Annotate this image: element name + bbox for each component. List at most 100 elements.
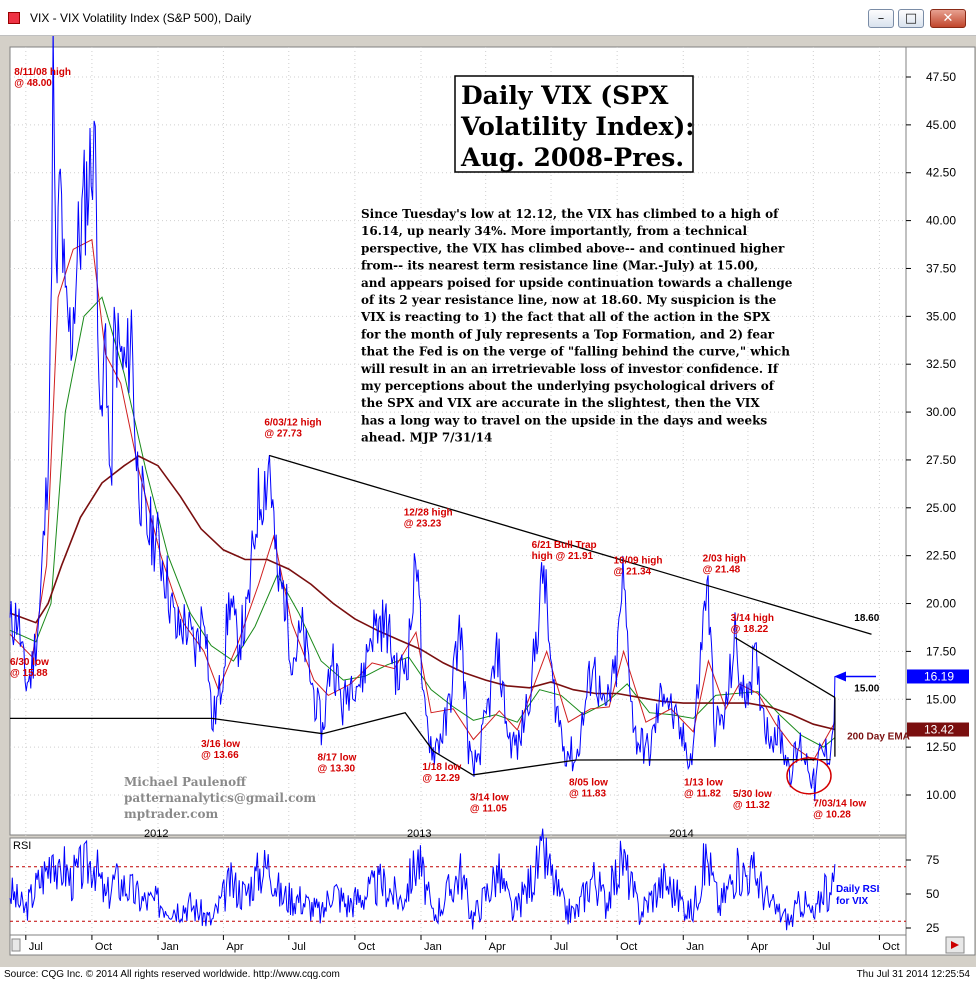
- price-arrow-head: [834, 671, 846, 682]
- price-flag: [907, 669, 969, 684]
- annotation-label: @ 13.30: [318, 764, 356, 775]
- annotation-label: @ 11.83: [569, 788, 606, 799]
- ma-slow-line: [9, 296, 836, 748]
- annotation-label: 1/13 low: [684, 777, 723, 788]
- minimize-button[interactable]: –: [868, 9, 894, 28]
- annotation-label: 6/30 low: [10, 657, 49, 668]
- annotation-label: @ 11.32: [733, 800, 770, 811]
- annotation-label: @ 11.82: [684, 788, 721, 799]
- x-tick-label: Apr: [489, 941, 506, 953]
- annotation-label: @ 18.22: [731, 624, 769, 635]
- author-line: patternanalytics@gmail.com: [124, 791, 316, 805]
- annotation-label: 3/16 low: [201, 739, 240, 750]
- annotation-label: @ 21.34: [614, 566, 652, 577]
- annotation-label: @ 12.29: [422, 773, 460, 784]
- commentary-line: perspective, the VIX has climbed above--…: [361, 241, 785, 255]
- source-credit: Source: CQG Inc. © 2014 All rights reser…: [4, 969, 340, 980]
- annotation-label: 3/14 high: [731, 613, 774, 624]
- annotation-label: 6/03/12 high: [264, 417, 321, 428]
- annotation-label: @ 10.28: [813, 809, 851, 820]
- y-tick-label: 32.50: [926, 357, 956, 371]
- y-tick-label: 22.50: [926, 549, 956, 563]
- x-axis-panel: [9, 934, 907, 956]
- rsi-y-tick-label: 50: [926, 887, 940, 901]
- rsi-title: RSI: [13, 840, 31, 852]
- y-tick-label: 10.00: [926, 788, 956, 802]
- annotation-label: @ 21.48: [703, 564, 741, 575]
- x-tick-label: Jul: [554, 941, 568, 953]
- rsi-legend: for VIX: [836, 896, 869, 907]
- ma-fast-line: [9, 238, 836, 762]
- commentary-line: for the month of July represents a Top F…: [361, 327, 775, 341]
- annotation-label: @ 11.05: [470, 804, 507, 815]
- chart-title-line: Aug. 2008-Pres.: [460, 143, 684, 172]
- maximize-button[interactable]: □: [898, 9, 924, 28]
- price-flag: [907, 722, 969, 737]
- trendline: [269, 454, 872, 635]
- annotation-label: 8/05 low: [569, 777, 608, 788]
- annotation-label: @ 27.73: [264, 428, 302, 439]
- commentary-line: the SPX and VIX are accurate in the slig…: [361, 396, 760, 410]
- year-label: 2012: [144, 828, 168, 840]
- x-tick-label: Oct: [95, 941, 112, 953]
- y-tick-label: 47.50: [926, 70, 956, 84]
- author-line: mptrader.com: [124, 807, 218, 821]
- annotation-label: 3/14 low: [470, 793, 509, 804]
- y-tick-label: 27.50: [926, 453, 956, 467]
- commentary-line: and appears poised for upside continuati…: [361, 276, 793, 290]
- annotation-label: @ 15.88: [10, 668, 48, 679]
- y-tick-label: 17.50: [926, 644, 956, 658]
- y-tick-label: 15.00: [926, 692, 956, 706]
- trendline: [734, 637, 836, 698]
- commentary-line: ahead. MJP 7/31/14: [361, 431, 492, 445]
- annotation-label: 6/21 Bull Trap: [532, 540, 597, 551]
- rsi-y-tick-label: 25: [926, 921, 940, 935]
- scroll-right-icon: [951, 941, 959, 949]
- scroll-handle[interactable]: [11, 938, 21, 952]
- x-tick-label: Jul: [292, 941, 306, 953]
- x-tick-label: Jul: [29, 941, 43, 953]
- author-line: Michael Paulenoff: [124, 775, 247, 789]
- close-button[interactable]: ✕: [930, 9, 966, 28]
- level-label: 15.00: [854, 684, 879, 695]
- annotation-label: @ 23.23: [404, 518, 442, 529]
- y-tick-label: 40.00: [926, 214, 956, 228]
- title-bar: VIX - VIX Volatility Index (S&P 500), Da…: [0, 0, 976, 36]
- y-tick-label: 37.50: [926, 261, 956, 275]
- rsi-y-tick-label: 75: [926, 853, 940, 867]
- commentary-line: has a long way to travel on the upside i…: [361, 413, 767, 427]
- trendline: [10, 711, 831, 776]
- annotation-label: 8/11/08 high: [14, 67, 71, 78]
- ema-200-line: [9, 455, 836, 731]
- chart-area: 47.50 45.00 42.50 40.00 37.50 35.00 32.50 30.00…: [0, 36, 976, 967]
- annotation-label: 10/09 high: [614, 555, 663, 566]
- chart-title-line: Volatility Index):: [460, 112, 695, 141]
- rsi-legend: Daily RSI: [836, 884, 880, 895]
- price-flag-label: 13.42: [924, 723, 954, 737]
- low-highlight-circle: [786, 757, 832, 795]
- commentary-line: of its 2 year resistance line, now at 18…: [361, 293, 777, 307]
- chart-title-line: Daily VIX (SPX: [461, 81, 669, 110]
- y-axis-panel: [905, 46, 976, 956]
- annotation-label: 1/18 low: [422, 762, 461, 773]
- x-tick-label: Oct: [620, 941, 637, 953]
- x-tick-label: Oct: [882, 941, 899, 953]
- commentary-line: my perceptions about the underlying psyc…: [361, 379, 775, 393]
- annotation-label: 5/30 low: [733, 789, 772, 800]
- annotation-label: @ 48.00: [14, 78, 52, 89]
- y-tick-label: 20.00: [926, 597, 956, 611]
- timestamp: Thu Jul 31 2014 12:25:54: [856, 969, 970, 980]
- year-label: 2014: [669, 828, 693, 840]
- x-tick-label: Jan: [424, 941, 442, 953]
- y-tick-label: 45.00: [926, 118, 956, 132]
- y-tick-label: 30.00: [926, 405, 956, 419]
- x-tick-label: Jan: [161, 941, 179, 953]
- x-tick-label: Jul: [816, 941, 830, 953]
- annotation-label: high @ 21.91: [532, 551, 594, 562]
- annotation-label: 2/03 high: [703, 553, 746, 564]
- commentary-line: from-- its nearest term resistance line …: [361, 259, 758, 273]
- level-label: 18.60: [854, 613, 879, 624]
- x-tick-label: Oct: [358, 941, 375, 953]
- y-tick-label: 12.50: [926, 740, 956, 754]
- commentary-line: 16.14, up nearly 34%. More importantly, …: [361, 224, 747, 238]
